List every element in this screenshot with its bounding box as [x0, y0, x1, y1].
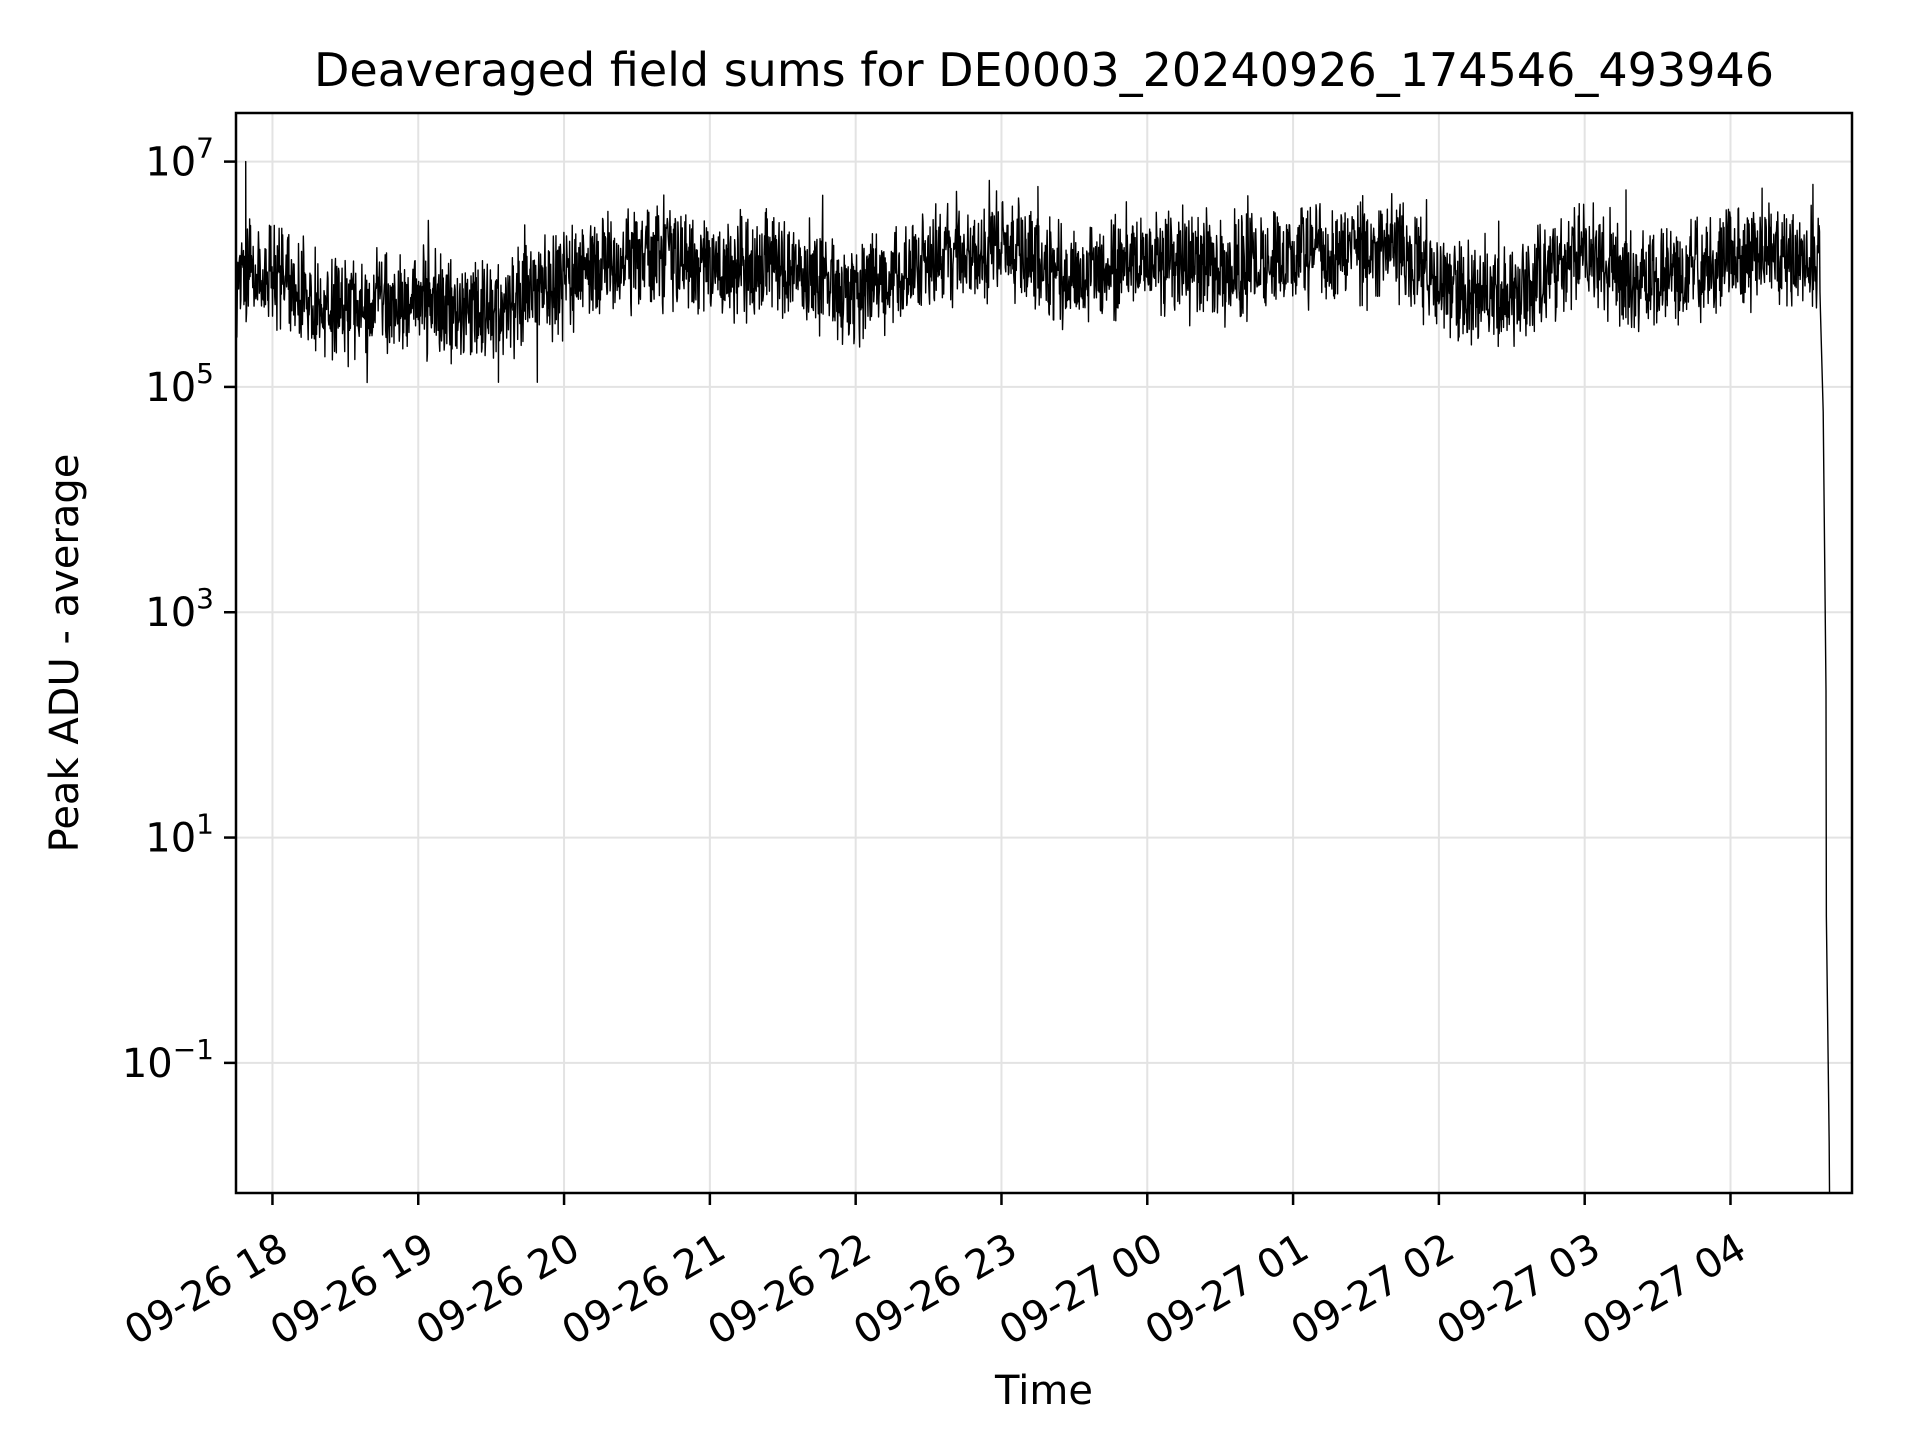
y-tick-base: 10 — [145, 140, 196, 186]
chart-title: Deaveraged field sums for DE0003_2024092… — [314, 43, 1774, 97]
x-tick-label: 09-26 23 — [846, 1225, 1025, 1355]
y-tick-exponent: 5 — [196, 357, 214, 390]
x-tick-label: 09-26 19 — [263, 1225, 442, 1355]
x-tick-label: 09-26 18 — [117, 1225, 296, 1355]
y-tick-exponent: 3 — [196, 582, 214, 615]
x-axis-label: Time — [994, 1368, 1093, 1414]
x-tick-label: 09-27 00 — [992, 1225, 1171, 1355]
y-tick-base: 10 — [145, 816, 196, 862]
series-layer — [235, 160, 1831, 1194]
x-tick-label: 09-27 01 — [1138, 1225, 1317, 1355]
y-tick-label: 101 — [145, 808, 214, 862]
y-tick-label: 103 — [145, 582, 214, 636]
y-tick-label: 10−1 — [122, 1033, 214, 1087]
series-line — [235, 160, 1831, 1194]
x-tick-label: 09-26 22 — [700, 1225, 879, 1355]
y-tick-base: 10 — [122, 1041, 173, 1087]
x-tick-label: 09-27 03 — [1429, 1225, 1608, 1355]
x-tick-label: 09-26 20 — [409, 1225, 588, 1355]
x-tick-label: 09-26 21 — [555, 1225, 734, 1355]
y-tick-base: 10 — [145, 590, 196, 636]
y-tick-base: 10 — [145, 365, 196, 411]
y-tick-exponent: 7 — [196, 132, 214, 165]
y-tick-exponent: −1 — [173, 1033, 214, 1066]
plot-frame — [234, 111, 1854, 1195]
y-tick-label: 107 — [145, 132, 214, 186]
y-tick-label: 105 — [145, 357, 214, 411]
x-tick-label: 09-27 02 — [1284, 1225, 1463, 1355]
y-axis-label: Peak ADU - average — [42, 454, 88, 853]
grid — [236, 113, 1852, 1193]
y-tick-exponent: 1 — [196, 808, 214, 841]
x-tick-label: 09-27 04 — [1575, 1225, 1754, 1355]
